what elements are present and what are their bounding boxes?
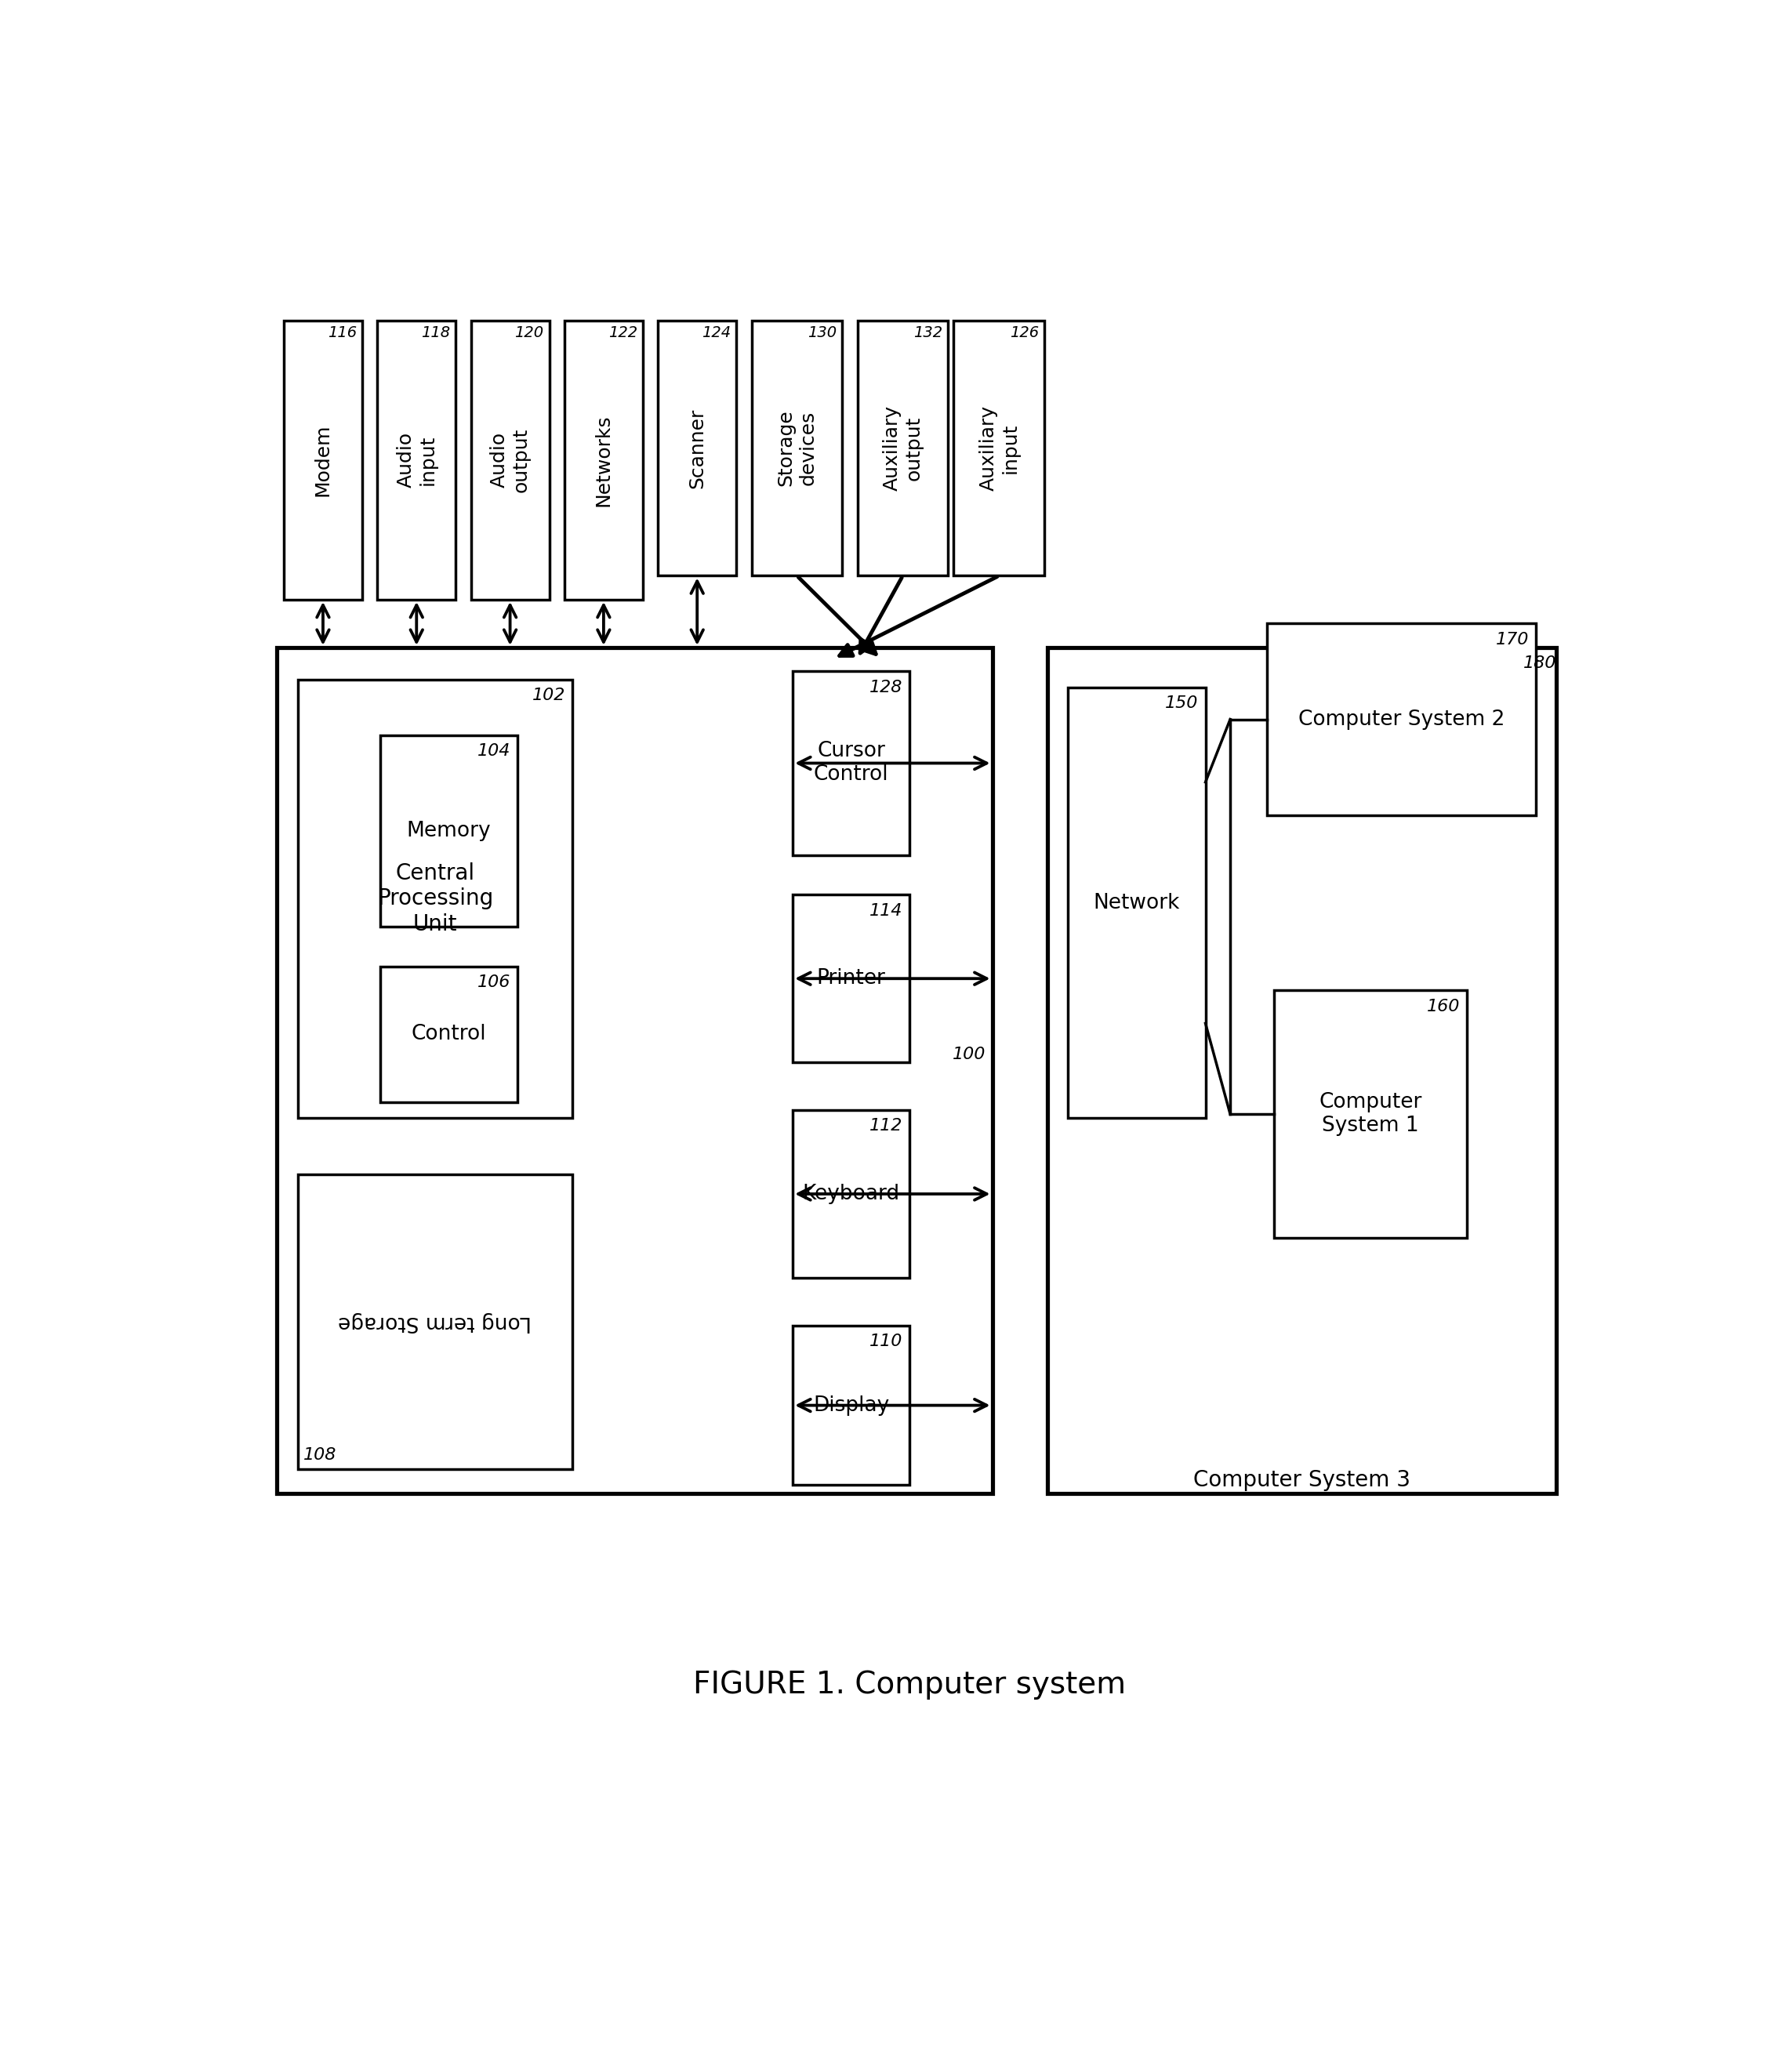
Text: 106: 106: [477, 974, 511, 990]
Text: Printer: Printer: [817, 968, 886, 988]
Text: 150: 150: [1166, 696, 1198, 711]
Bar: [1047, 646, 1557, 1494]
Text: Modem: Modem: [314, 425, 332, 497]
Bar: [793, 671, 909, 856]
Text: Memory: Memory: [406, 821, 492, 841]
Text: 122: 122: [609, 325, 637, 340]
Bar: [470, 321, 548, 599]
Text: 104: 104: [477, 744, 511, 758]
Text: Auxiliary
input: Auxiliary input: [978, 406, 1019, 491]
Text: Scanner: Scanner: [687, 408, 706, 489]
Bar: [1069, 688, 1205, 1119]
Text: Storage
devices: Storage devices: [777, 410, 817, 487]
Bar: [793, 1326, 909, 1486]
Bar: [793, 1111, 909, 1278]
Text: 126: 126: [1010, 325, 1038, 340]
Text: 180: 180: [1523, 655, 1557, 671]
Bar: [378, 321, 456, 599]
Text: 110: 110: [870, 1334, 903, 1349]
Text: 116: 116: [328, 325, 357, 340]
Text: 102: 102: [532, 688, 566, 702]
Bar: [751, 321, 843, 576]
Text: 108: 108: [304, 1446, 335, 1463]
Text: Long term Storage: Long term Storage: [339, 1312, 532, 1332]
Text: 100: 100: [951, 1046, 985, 1063]
Text: Central
Processing
Unit: Central Processing Unit: [376, 862, 493, 934]
Text: Keyboard: Keyboard: [802, 1183, 900, 1204]
Text: Display: Display: [813, 1394, 889, 1415]
Text: Computer System 2: Computer System 2: [1298, 709, 1505, 729]
Bar: [953, 321, 1044, 576]
Text: Cursor
Control: Cursor Control: [813, 742, 889, 785]
Text: Networks: Networks: [595, 414, 612, 506]
Text: 112: 112: [870, 1119, 903, 1133]
Bar: [1267, 624, 1535, 814]
Text: Network: Network: [1093, 893, 1180, 914]
Bar: [298, 680, 573, 1119]
Bar: [380, 966, 518, 1102]
Bar: [298, 1175, 573, 1469]
Text: Control: Control: [412, 1024, 486, 1044]
Text: 124: 124: [701, 325, 731, 340]
Text: Audio
output: Audio output: [490, 427, 531, 493]
Text: 130: 130: [808, 325, 836, 340]
Text: Audio
input: Audio input: [396, 433, 437, 487]
Text: Computer
System 1: Computer System 1: [1319, 1092, 1422, 1135]
Text: 170: 170: [1496, 632, 1528, 646]
Text: Computer System 3: Computer System 3: [1193, 1469, 1411, 1492]
Bar: [380, 736, 518, 926]
Text: 132: 132: [914, 325, 943, 340]
Text: Auxiliary
output: Auxiliary output: [882, 406, 923, 491]
Bar: [564, 321, 643, 599]
Bar: [284, 321, 362, 599]
Text: FIGURE 1. Computer system: FIGURE 1. Computer system: [694, 1670, 1125, 1699]
Bar: [1274, 990, 1466, 1237]
Bar: [659, 321, 737, 576]
Bar: [857, 321, 948, 576]
Text: 114: 114: [870, 903, 903, 918]
Text: 128: 128: [870, 680, 903, 694]
Text: 120: 120: [515, 325, 543, 340]
Text: 160: 160: [1427, 999, 1459, 1013]
Bar: [277, 646, 992, 1494]
Bar: [793, 895, 909, 1063]
Text: 118: 118: [421, 325, 451, 340]
